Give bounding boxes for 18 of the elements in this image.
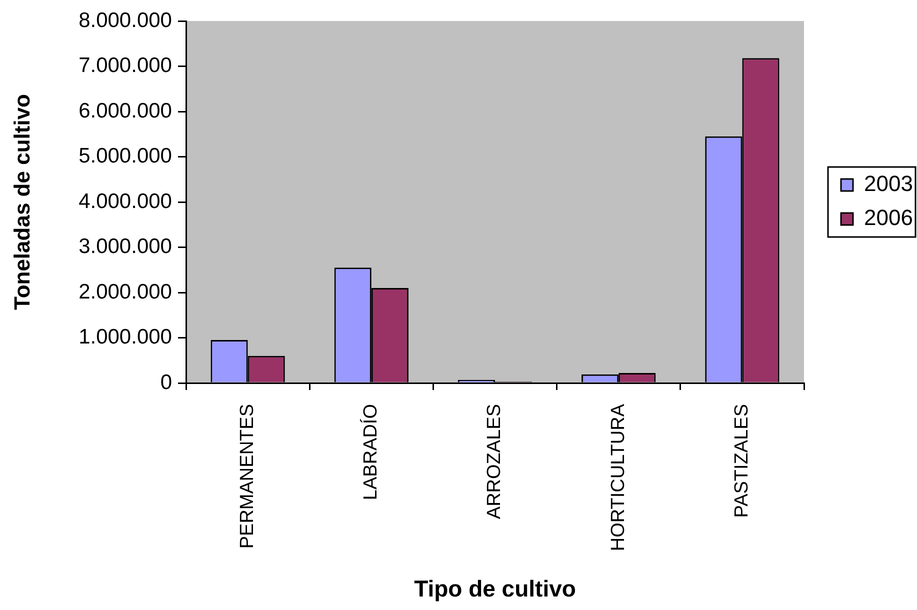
x-tick-label: PERMANENTES xyxy=(237,404,258,549)
legend-label: 2006 xyxy=(864,205,913,230)
x-tick-label: PASTIZALES xyxy=(731,404,752,518)
y-tick-label: 8.000.000 xyxy=(78,8,172,32)
y-tick-label: 1.000.000 xyxy=(78,326,172,349)
y-tick-label: 7.000.000 xyxy=(78,54,172,78)
legend-label: 2003 xyxy=(864,171,913,196)
y-axis-title: Toneladas de cultivo xyxy=(9,94,34,310)
y-tick-label: 2.000.000 xyxy=(78,280,172,304)
y-tick-label: 3.000.000 xyxy=(78,235,172,258)
x-tick-label: HORTICULTURA xyxy=(608,404,629,552)
y-tick-label: 4.000.000 xyxy=(78,190,172,213)
x-axis-title: Tipo de cultivo xyxy=(414,576,576,602)
x-tick-label: ARROZALES xyxy=(484,404,506,520)
y-tick-label: 0 xyxy=(160,370,172,394)
y-tick-label: 5.000.000 xyxy=(78,144,172,168)
y-tick-label: 6.000.000 xyxy=(78,99,172,122)
x-tick-label: LABRADÍO xyxy=(360,404,382,500)
